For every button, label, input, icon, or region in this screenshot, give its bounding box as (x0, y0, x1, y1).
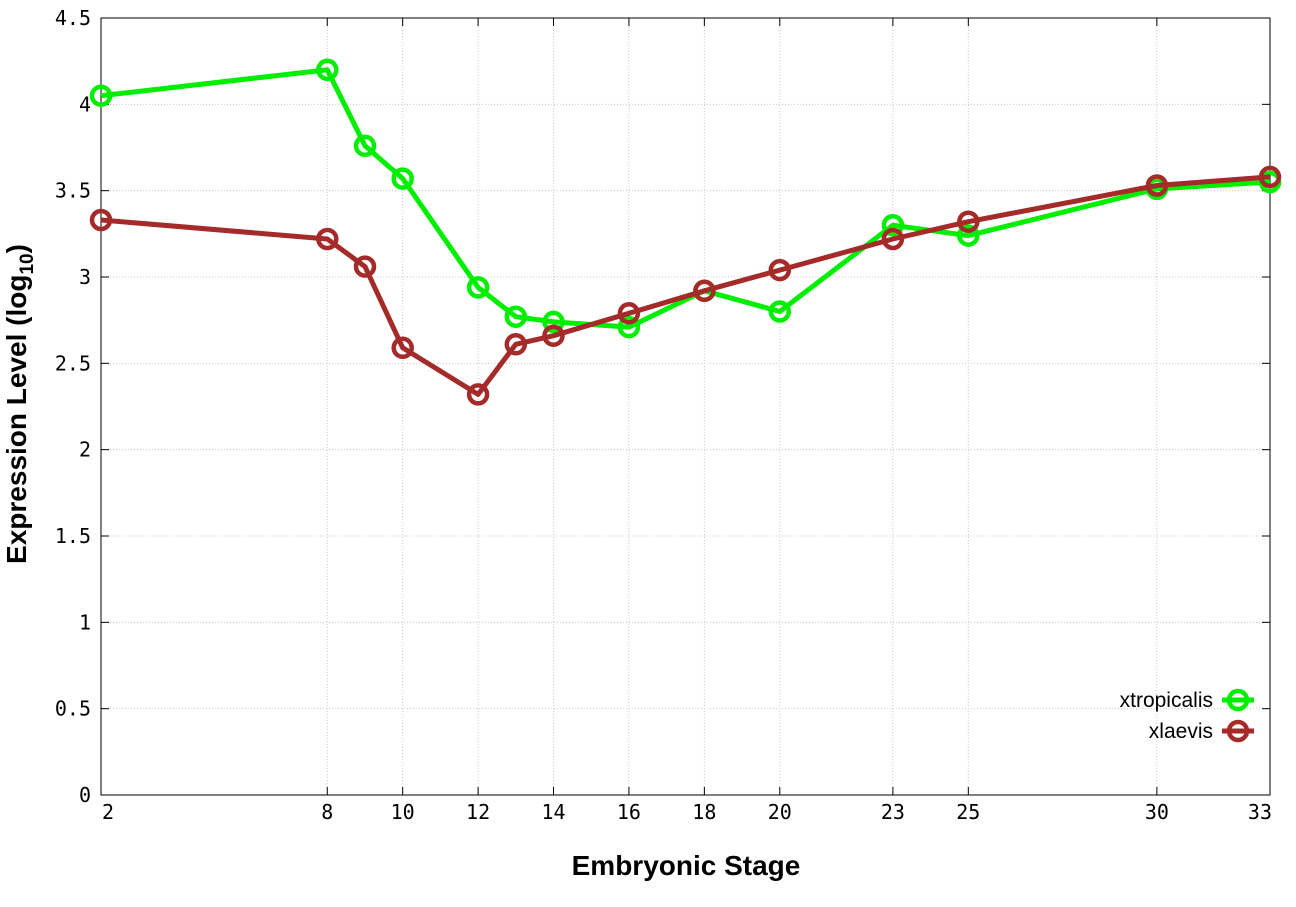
data-point-xlaevis (391, 336, 414, 360)
data-point-xlaevis (466, 383, 490, 406)
x-tick-label: 25 (956, 800, 980, 824)
y-tick-label: 2.5 (55, 351, 91, 375)
x-tick-label: 33 (1248, 800, 1272, 824)
y-tick-label: 3.5 (55, 179, 91, 203)
data-point-xlaevis (542, 324, 565, 347)
y-tick-label: 1 (79, 610, 91, 634)
legend-marker-xtropicalis (1226, 688, 1250, 712)
x-tick-label: 16 (617, 800, 641, 824)
y-tick-label: 0 (79, 783, 91, 807)
x-tick-label: 8 (321, 800, 333, 824)
y-tick-label: 1.5 (55, 524, 91, 548)
grid-lines (101, 18, 1270, 795)
data-point-xtropicalis (881, 213, 905, 237)
x-tick-label: 2 (102, 800, 114, 824)
plot-frame (100, 17, 1271, 796)
x-axis-title: Embryonic Stage (572, 850, 801, 881)
data-point-xtropicalis (391, 167, 414, 190)
data-point-xtropicalis (542, 310, 565, 334)
x-tick-label: 23 (881, 800, 905, 824)
x-tick-label: 30 (1145, 800, 1169, 824)
data-point-xlaevis (316, 227, 339, 251)
data-point-xtropicalis (617, 315, 641, 339)
axis-ticks: 0 0.5 1 1.5 2 2.5 3 3.5 4 4.5 2 8 10 12 14 16 18 20 23 25 30… (55, 6, 1272, 824)
data-point-xtropicalis (504, 305, 528, 328)
y-axis-title-main: Expression Level (log (1, 275, 32, 564)
x-tick-label: 18 (692, 800, 716, 824)
data-point-xlaevis (353, 255, 377, 278)
series-line-xlaevis (100, 174, 1271, 397)
x-tick-label: 10 (391, 800, 415, 824)
data-point-xlaevis (881, 227, 905, 251)
data-point-xlaevis (617, 302, 641, 325)
data-point-xtropicalis (353, 134, 377, 158)
legend: xtropicalis xlaevis (1120, 688, 1254, 743)
data-point-xlaevis (1258, 165, 1282, 189)
y-tick-label: 2 (79, 438, 91, 462)
data-point-xtropicalis (89, 84, 113, 107)
y-axis-title-subscript: 10 (17, 253, 38, 274)
x-tick-label: 12 (466, 800, 490, 824)
y-axis-title: Expression Level (log10) (1, 244, 38, 564)
data-point-xlaevis (504, 333, 528, 356)
y-tick-label: 3 (79, 265, 91, 289)
data-point-xtropicalis (316, 58, 339, 82)
data-point-xlaevis (1145, 174, 1169, 197)
x-tick-label: 14 (541, 800, 565, 824)
legend-marker-xlaevis (1226, 719, 1250, 743)
data-point-xlaevis (693, 279, 716, 303)
data-point-xtropicalis (768, 300, 792, 323)
y-tick-label: 4.5 (55, 6, 91, 30)
data-point-xlaevis (957, 210, 980, 233)
data-point-xtropicalis (466, 276, 490, 299)
series-group (89, 58, 1282, 406)
data-point-xlaevis (768, 258, 792, 282)
legend-label-xlaevis: xlaevis (1149, 720, 1213, 743)
legend-label-xtropicalis: xtropicalis (1120, 689, 1213, 712)
series-xlaevis (89, 165, 1282, 406)
x-tick-label: 20 (768, 800, 792, 824)
data-point-xtropicalis (957, 224, 980, 247)
y-axis-title-suffix: ) (1, 244, 32, 253)
y-tick-label: 4 (79, 92, 91, 116)
data-point-xlaevis (89, 208, 113, 232)
y-tick-label: 0.5 (55, 697, 91, 721)
